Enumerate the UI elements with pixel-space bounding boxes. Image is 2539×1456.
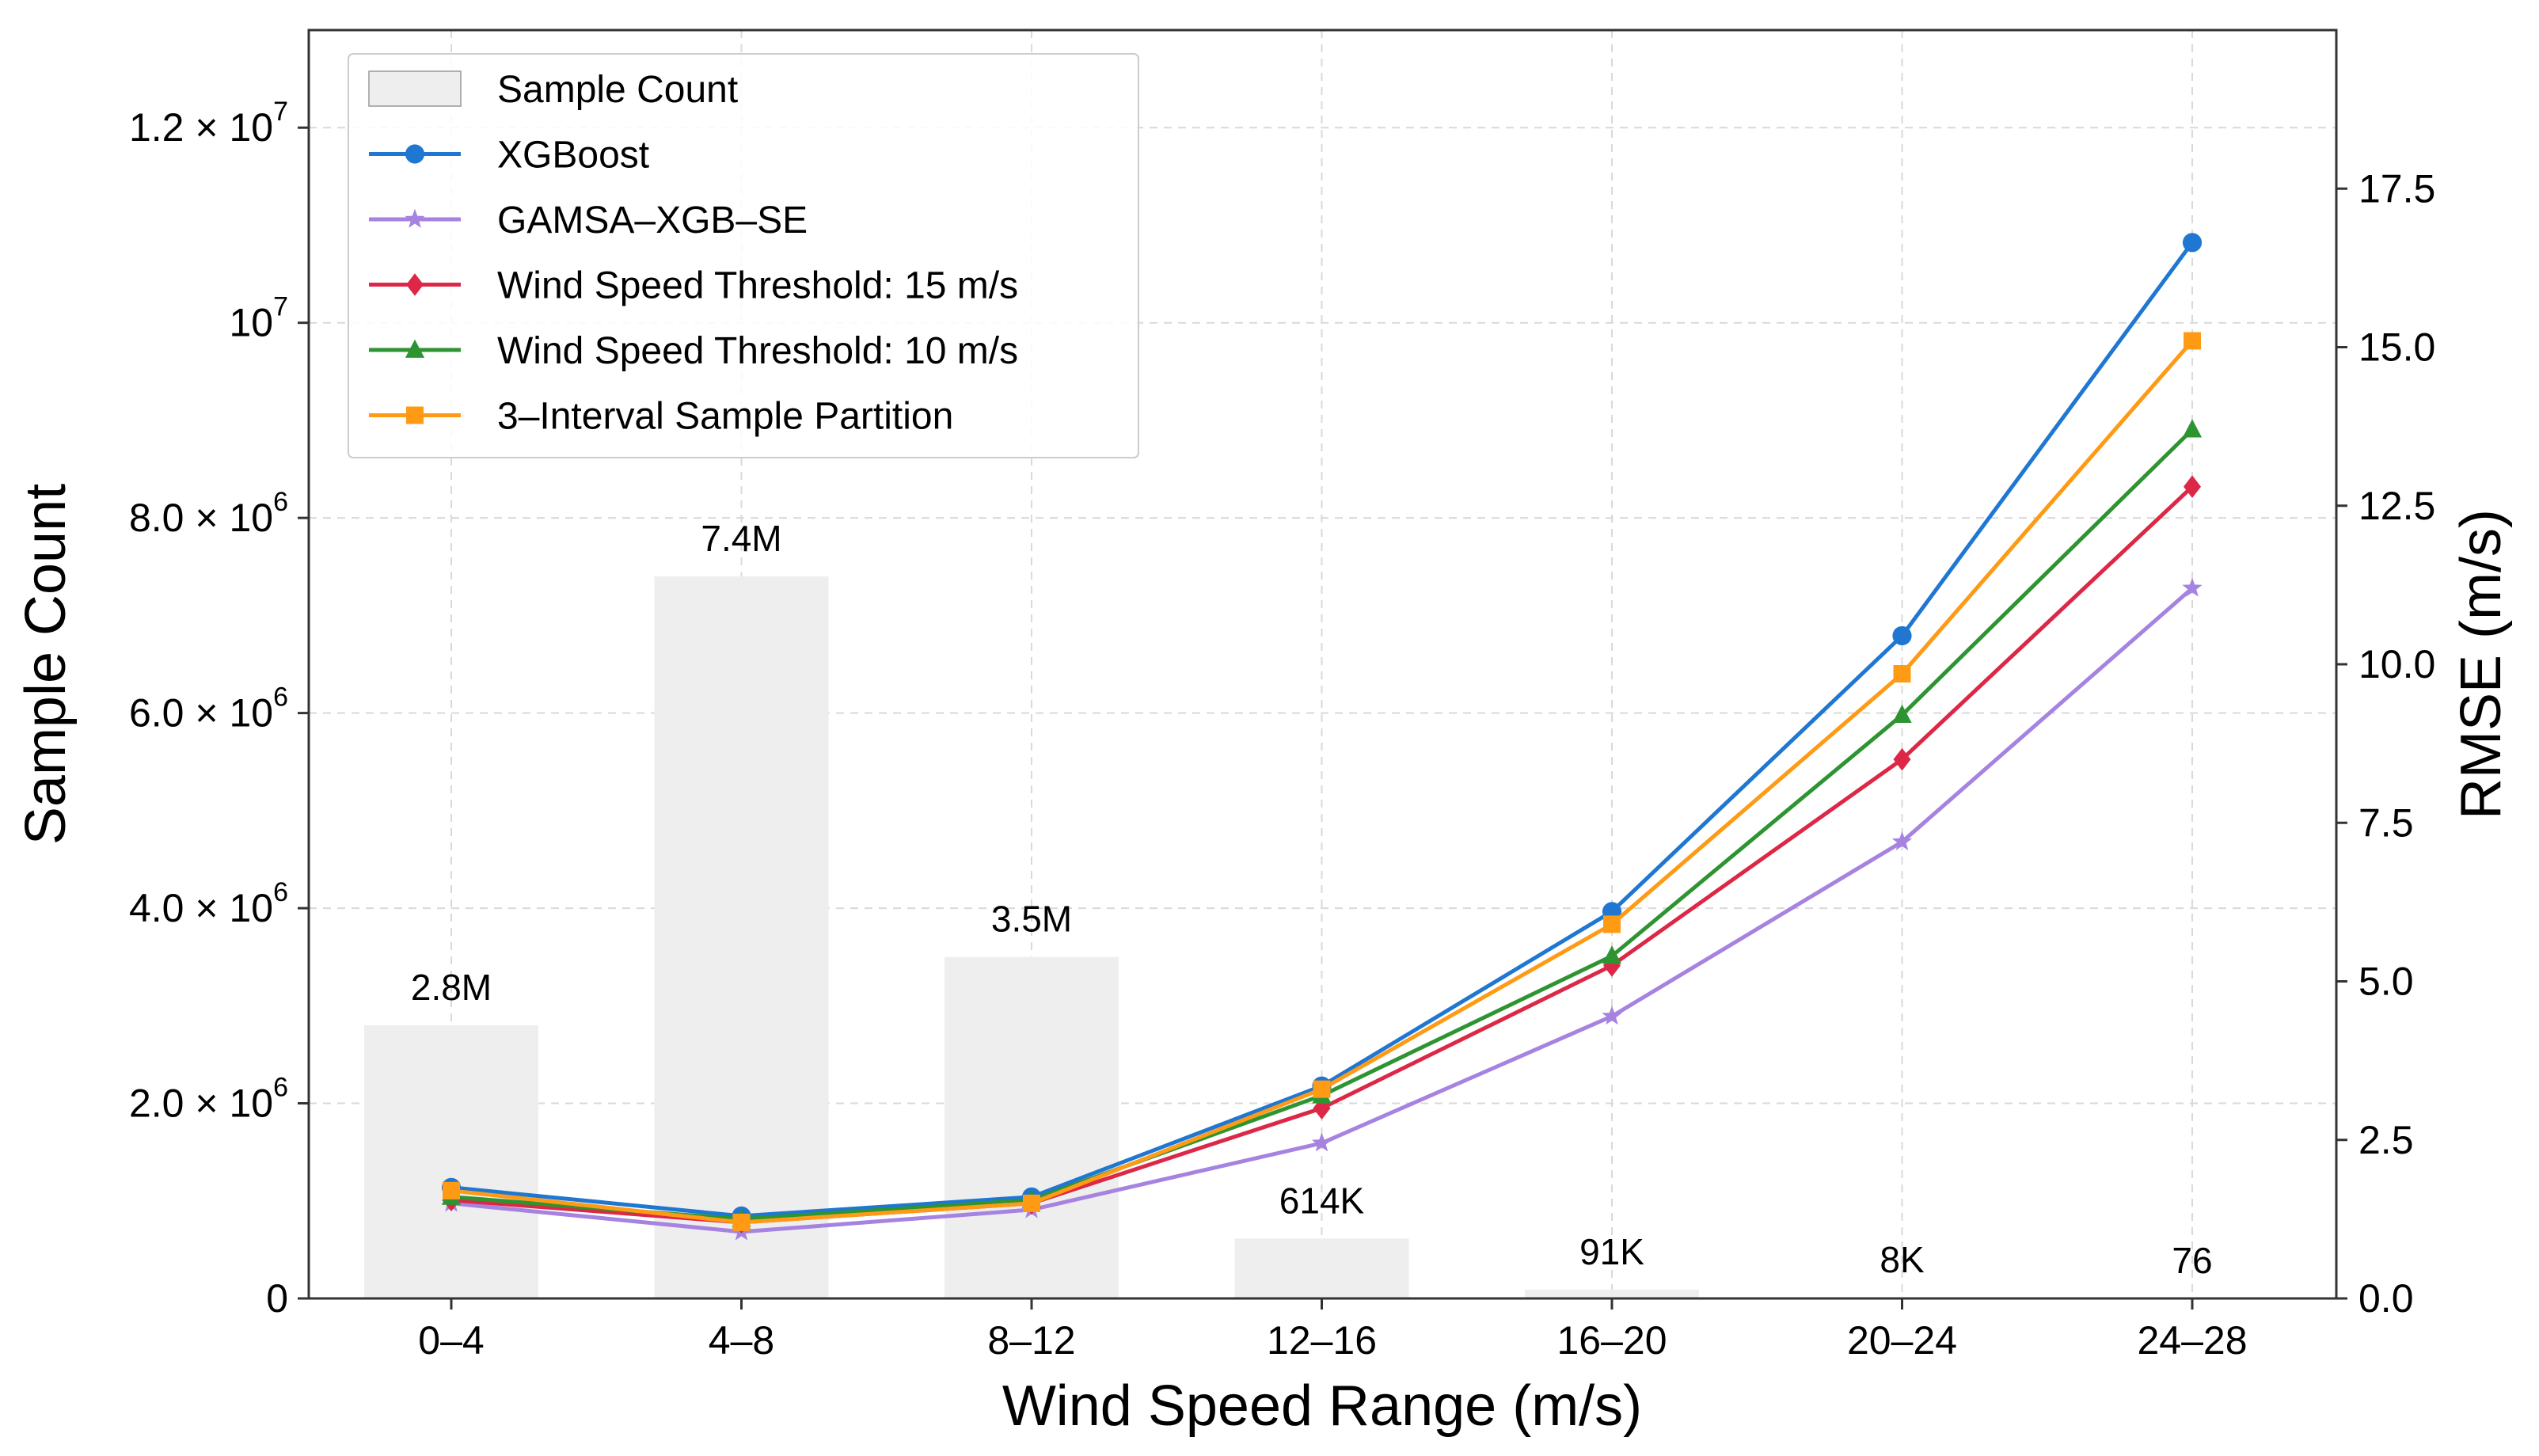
circle-marker xyxy=(405,144,425,164)
circle-marker xyxy=(1892,625,1912,646)
right-tick-label: 5.0 xyxy=(2358,960,2414,1004)
legend: Sample Count XGBoost GAMSA–XGB–SE Wind Spee… xyxy=(348,53,1139,458)
star-marker xyxy=(1311,1132,1332,1152)
sample-count-bar xyxy=(364,1025,538,1298)
right-tick-label: 0.0 xyxy=(2358,1276,2414,1321)
left-tick-label: 107 xyxy=(229,292,288,345)
right-tick-label: 12.5 xyxy=(2358,484,2435,528)
right-tick-label: 7.5 xyxy=(2358,800,2414,845)
sample-count-bar xyxy=(945,956,1119,1298)
diamond-marker xyxy=(1893,747,1911,771)
legend-swatch-bar xyxy=(368,70,462,107)
circle-marker xyxy=(2182,233,2203,253)
sample-count-bar xyxy=(1234,1238,1409,1298)
legend-label: Sample Count xyxy=(497,69,738,111)
x-tick-label: 12–16 xyxy=(1267,1318,1377,1363)
left-tick-label: 2.0 × 106 xyxy=(129,1073,288,1126)
bar-value-label: 2.8M xyxy=(411,967,492,1008)
right-y-axis-title: RMSE (m/s) xyxy=(2450,509,2513,819)
square-marker xyxy=(1893,665,1911,683)
legend-label: GAMSA–XGB–SE xyxy=(497,200,808,241)
legend-label: XGBoost xyxy=(497,135,649,177)
right-tick-label: 2.5 xyxy=(2358,1118,2414,1162)
x-tick-label: 20–24 xyxy=(1847,1318,1957,1363)
legend-label: Wind Speed Threshold: 10 m/s xyxy=(497,330,1018,372)
bar-value-label: 3.5M xyxy=(991,899,1072,940)
left-tick-label: 6.0 × 106 xyxy=(129,682,288,736)
x-tick-label: 0–4 xyxy=(418,1318,484,1363)
x-tick-label: 8–12 xyxy=(987,1318,1075,1363)
right-tick-label: 10.0 xyxy=(2358,642,2435,686)
diamond-marker xyxy=(406,273,424,296)
square-marker xyxy=(732,1213,751,1231)
x-tick-label: 4–8 xyxy=(709,1318,774,1363)
left-tick-label: 0 xyxy=(266,1276,288,1321)
left-tick-label: 4.0 × 106 xyxy=(129,877,288,930)
series-3-interval-sample-partition xyxy=(443,332,2201,1231)
sample-count-bar xyxy=(654,576,829,1298)
series-lines xyxy=(441,233,2203,1241)
star-marker xyxy=(2182,577,2203,597)
bar-value-label: 7.4M xyxy=(701,518,781,559)
square-marker xyxy=(406,406,424,424)
legend-label: Wind Speed Threshold: 15 m/s xyxy=(497,265,1018,307)
right-tick-label: 15.0 xyxy=(2358,325,2435,370)
x-tick-label: 16–20 xyxy=(1556,1318,1667,1363)
bar-value-label: 76 xyxy=(2172,1240,2212,1281)
triangle-marker xyxy=(1602,945,1622,964)
ticks: 0 2.0 × 106 4.0 × 106 6.0 × 106 8.0 × 106 107… xyxy=(129,97,2435,1363)
triangle-marker xyxy=(405,339,425,358)
bar-value-label: 8K xyxy=(1880,1239,1925,1280)
x-tick-label: 24–28 xyxy=(2137,1318,2247,1363)
star-marker xyxy=(1602,1006,1622,1025)
right-tick-label: 17.5 xyxy=(2358,166,2435,211)
bars: 2.8M 7.4M 3.5M 614K 91K 8K 76 xyxy=(364,518,2279,1299)
left-tick-label: 8.0 × 106 xyxy=(129,487,288,540)
star-marker xyxy=(405,208,425,228)
triangle-marker xyxy=(1892,704,1912,723)
square-marker xyxy=(1603,915,1621,933)
square-marker xyxy=(2184,332,2201,350)
bar-value-label: 91K xyxy=(1579,1231,1644,1272)
square-marker xyxy=(443,1181,460,1199)
left-y-axis-title: Sample Count xyxy=(14,484,78,845)
legend-label: 3–Interval Sample Partition xyxy=(497,396,953,438)
square-marker xyxy=(1023,1194,1040,1212)
diamond-marker xyxy=(2184,475,2201,499)
triangle-marker xyxy=(2182,419,2203,438)
x-axis-title: Wind Speed Range (m/s) xyxy=(1002,1374,1642,1438)
star-marker xyxy=(1891,831,1913,850)
legend-box xyxy=(348,53,1139,458)
square-marker xyxy=(1313,1080,1331,1098)
left-tick-label: 1.2 × 107 xyxy=(129,97,288,150)
sample-count-bar xyxy=(1525,1289,1699,1298)
bar-value-label: 614K xyxy=(1279,1180,1365,1221)
